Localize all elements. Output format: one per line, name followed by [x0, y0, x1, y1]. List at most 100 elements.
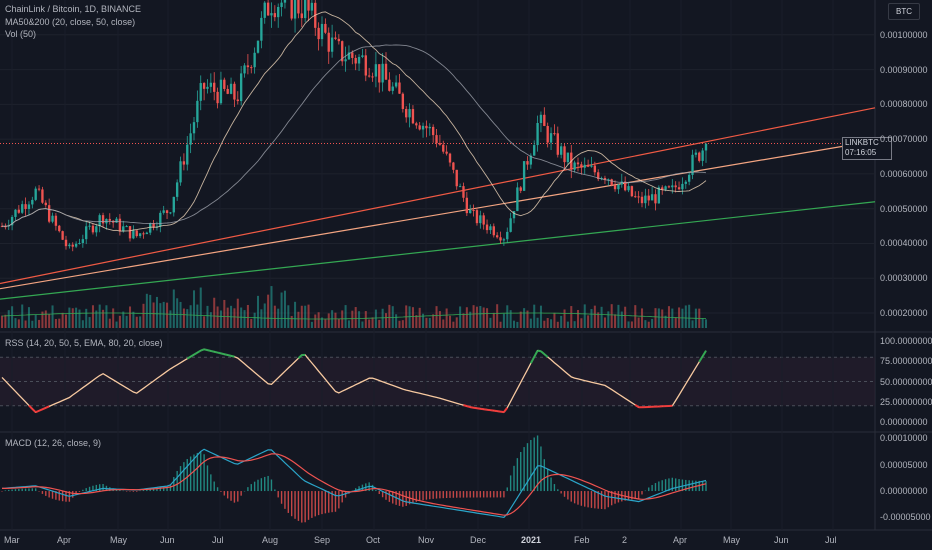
macd-tick-label: -0.00005000: [880, 512, 931, 523]
macd-histogram-bar: [509, 475, 512, 492]
macd-histogram-bar: [627, 491, 630, 500]
macd-histogram-bar: [668, 478, 670, 492]
candle-body: [41, 189, 44, 203]
macd-histogram-bar: [280, 491, 283, 504]
candle-body: [431, 126, 435, 136]
rsi-extreme-segment: [193, 351, 198, 356]
candle-body: [405, 108, 408, 118]
macd-tick-label: 0.00000000: [880, 486, 928, 497]
macd-tick-label: 0.00005000: [880, 459, 928, 470]
macd-histogram-bar: [691, 480, 694, 492]
macd-histogram-bar: [486, 491, 488, 498]
volume-bar: [502, 313, 505, 328]
candle-body: [637, 196, 640, 198]
candle-body: [448, 153, 452, 163]
volume-bar: [7, 310, 10, 328]
candle-body: [539, 114, 543, 124]
candle-body: [246, 65, 250, 68]
candle-body: [85, 226, 88, 240]
candle-body: [522, 161, 526, 191]
candle-body: [667, 186, 671, 188]
candle-body: [91, 225, 95, 233]
volume-bar: [395, 314, 398, 328]
macd-histogram-bar: [520, 451, 522, 492]
volume-bar: [11, 306, 14, 328]
volume-bar: [506, 305, 509, 328]
macd-histogram-bar: [580, 491, 583, 506]
macd-histogram-bar: [658, 481, 660, 492]
macd-histogram-bar: [196, 452, 199, 492]
candle-body: [192, 122, 196, 134]
volume-bar: [371, 317, 374, 328]
candle-body: [132, 230, 135, 239]
candle-body: [391, 86, 394, 91]
volume-bar: [263, 303, 266, 328]
macd-histogram-bar: [418, 491, 421, 501]
rsi-extreme-segment: [207, 349, 212, 352]
macd-indicator-label[interactable]: MACD (12, 26, close, 9): [5, 438, 102, 448]
macd-histogram-bar: [664, 479, 667, 492]
volume-bar: [449, 315, 452, 328]
macd-histogram-bar: [328, 491, 330, 513]
volume-bar: [351, 310, 354, 328]
candle-body: [374, 64, 378, 77]
candle-body: [559, 146, 563, 155]
volume-bar: [519, 311, 522, 328]
macd-histogram-bar: [536, 435, 539, 492]
volume-bar: [674, 317, 677, 328]
macd-histogram-bar: [237, 491, 239, 502]
rsi-tick-label: 100.00000000: [880, 336, 932, 346]
macd-histogram-bar: [462, 491, 465, 498]
candle-body: [337, 38, 341, 42]
ma-indicator-label[interactable]: MA50&200 (20, close, 50, close): [5, 17, 136, 27]
candle-body: [495, 235, 499, 238]
currency-button[interactable]: BTC: [888, 3, 920, 20]
volume-bar: [654, 308, 657, 328]
rsi-indicator-label[interactable]: RSS (14, 20, 50, 5, EMA, 80, 20, close): [5, 338, 163, 348]
macd-histogram-bar: [65, 491, 67, 502]
macd-histogram-bar: [314, 491, 316, 517]
volume-bar: [294, 301, 297, 328]
volume-bar: [219, 310, 222, 328]
candle-body: [145, 232, 149, 235]
volume-bar: [51, 305, 54, 328]
rsi-extreme-segment: [213, 350, 218, 354]
macd-line: [1, 448, 707, 518]
candle-body: [378, 64, 381, 83]
price-tick-label: 0.00080000: [880, 99, 928, 110]
volume-indicator-label[interactable]: Vol (50): [5, 29, 37, 39]
rsi-band: [0, 357, 875, 406]
rsi-extreme-segment: [203, 348, 208, 352]
candle-body: [44, 202, 47, 206]
macd-histogram-bar: [661, 480, 663, 492]
macd-histogram-bar: [264, 476, 266, 492]
macd-histogram-bar: [311, 491, 313, 518]
rsi-extreme-segment: [540, 350, 545, 355]
candle-body: [202, 83, 206, 89]
candle-body: [266, 2, 270, 16]
candle-body: [172, 196, 175, 213]
candle-body: [260, 17, 263, 41]
rsi-extreme-segment: [35, 409, 40, 414]
volume-bar: [401, 320, 404, 328]
volume-bar: [139, 316, 142, 328]
volume-bar: [374, 309, 377, 328]
candle-body: [334, 37, 337, 39]
macd-histogram-bar: [159, 487, 162, 492]
candle-body: [165, 210, 169, 213]
candle-body: [74, 243, 78, 247]
macd-histogram-bar: [452, 491, 455, 498]
candle-body: [37, 188, 41, 190]
candle-body: [149, 223, 152, 233]
candle-body: [125, 226, 128, 228]
volume-bar: [132, 311, 135, 328]
volume-bar: [327, 313, 330, 328]
candle-body: [54, 215, 58, 226]
volume-bar: [664, 315, 667, 328]
price-label-countdown: 07:16:05: [845, 148, 877, 157]
volume-bar: [465, 307, 468, 328]
macd-histogram-bar: [304, 491, 306, 523]
volume-bar: [671, 308, 674, 328]
volume-bar: [536, 317, 539, 328]
